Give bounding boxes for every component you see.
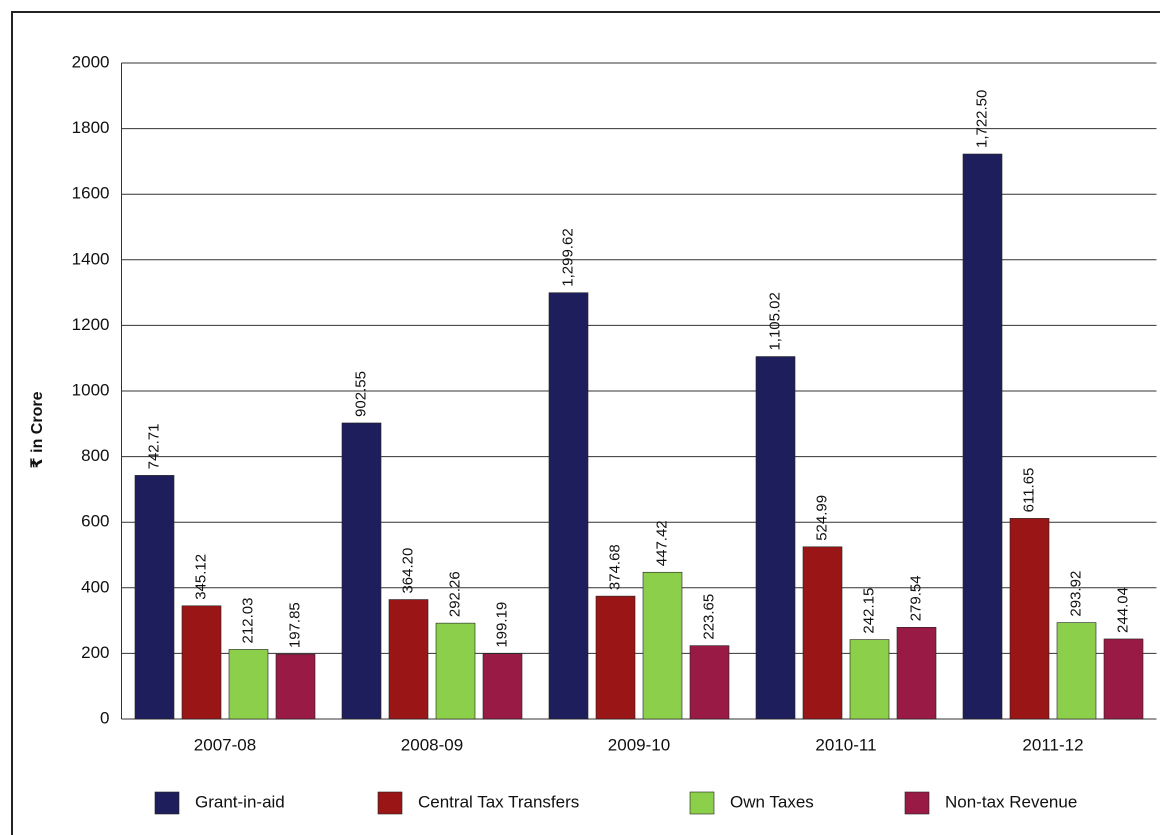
legend-label: Non-tax Revenue [945, 792, 1077, 811]
value-label: 1,105.02 [766, 292, 783, 350]
bar [802, 546, 843, 720]
x-tick-label: 2008-09 [401, 735, 463, 754]
legend-swatch [689, 791, 715, 815]
y-tick-label: 1200 [72, 315, 110, 334]
value-label: 1,299.62 [559, 228, 576, 286]
legend-swatch [154, 791, 180, 815]
value-label: 524.99 [813, 495, 830, 541]
bar [435, 622, 476, 720]
bar [275, 653, 316, 720]
y-tick-label: 600 [81, 512, 109, 531]
value-label: 212.03 [239, 598, 256, 644]
value-label: 742.71 [145, 424, 162, 470]
x-tick-label: 2009-10 [608, 735, 670, 754]
value-label: 292.26 [446, 571, 463, 617]
bar [181, 605, 222, 720]
value-label: 293.92 [1067, 571, 1084, 617]
value-label: 279.54 [907, 575, 924, 621]
value-label: 447.42 [653, 520, 670, 566]
bar [642, 571, 683, 720]
bar [228, 649, 269, 720]
x-tick-label: 2011-12 [1022, 735, 1083, 754]
frame [11, 11, 1160, 835]
x-tick-label: 2010-11 [815, 735, 876, 754]
x-tick-label: 2007-08 [194, 735, 256, 754]
y-tick-label: 0 [100, 708, 109, 727]
bar [689, 645, 730, 720]
value-label: 199.19 [493, 602, 510, 648]
bar [595, 595, 636, 720]
value-label: 902.55 [352, 371, 369, 417]
bar [1009, 518, 1050, 720]
y-tick-label: 1800 [72, 118, 110, 137]
value-label: 244.04 [1114, 587, 1131, 633]
bar [1056, 622, 1097, 720]
bar [548, 292, 589, 720]
bar [962, 153, 1003, 720]
value-label: 242.15 [860, 588, 877, 634]
bar [341, 422, 382, 720]
legend-swatch [377, 791, 403, 815]
bar [482, 653, 523, 720]
y-tick-label: 1000 [72, 380, 110, 399]
value-label: 345.12 [192, 554, 209, 600]
y-tick-label: 2000 [72, 52, 110, 71]
value-label: 197.85 [286, 602, 303, 648]
value-label: 374.68 [606, 544, 623, 590]
bar [755, 356, 796, 720]
y-tick-label: 200 [81, 643, 109, 662]
value-label: 611.65 [1020, 468, 1037, 513]
bar [1103, 638, 1144, 720]
value-label: 1,722.50 [973, 90, 990, 148]
legend-swatch [904, 791, 930, 815]
y-tick-label: 1600 [72, 184, 110, 203]
y-tick-label: 1400 [72, 249, 110, 268]
legend-label: Central Tax Transfers [418, 792, 579, 811]
bar [896, 627, 937, 720]
bar [388, 599, 429, 720]
y-axis-label: ₹ in Crore [29, 391, 46, 468]
y-tick-label: 800 [81, 446, 109, 465]
legend-label: Grant-in-aid [195, 792, 285, 811]
value-label: 364.20 [399, 548, 416, 594]
y-tick-label: 400 [81, 577, 109, 596]
legend-label: Own Taxes [730, 792, 814, 811]
value-label: 223.65 [700, 594, 717, 640]
bar [134, 475, 175, 720]
bar [849, 639, 890, 720]
